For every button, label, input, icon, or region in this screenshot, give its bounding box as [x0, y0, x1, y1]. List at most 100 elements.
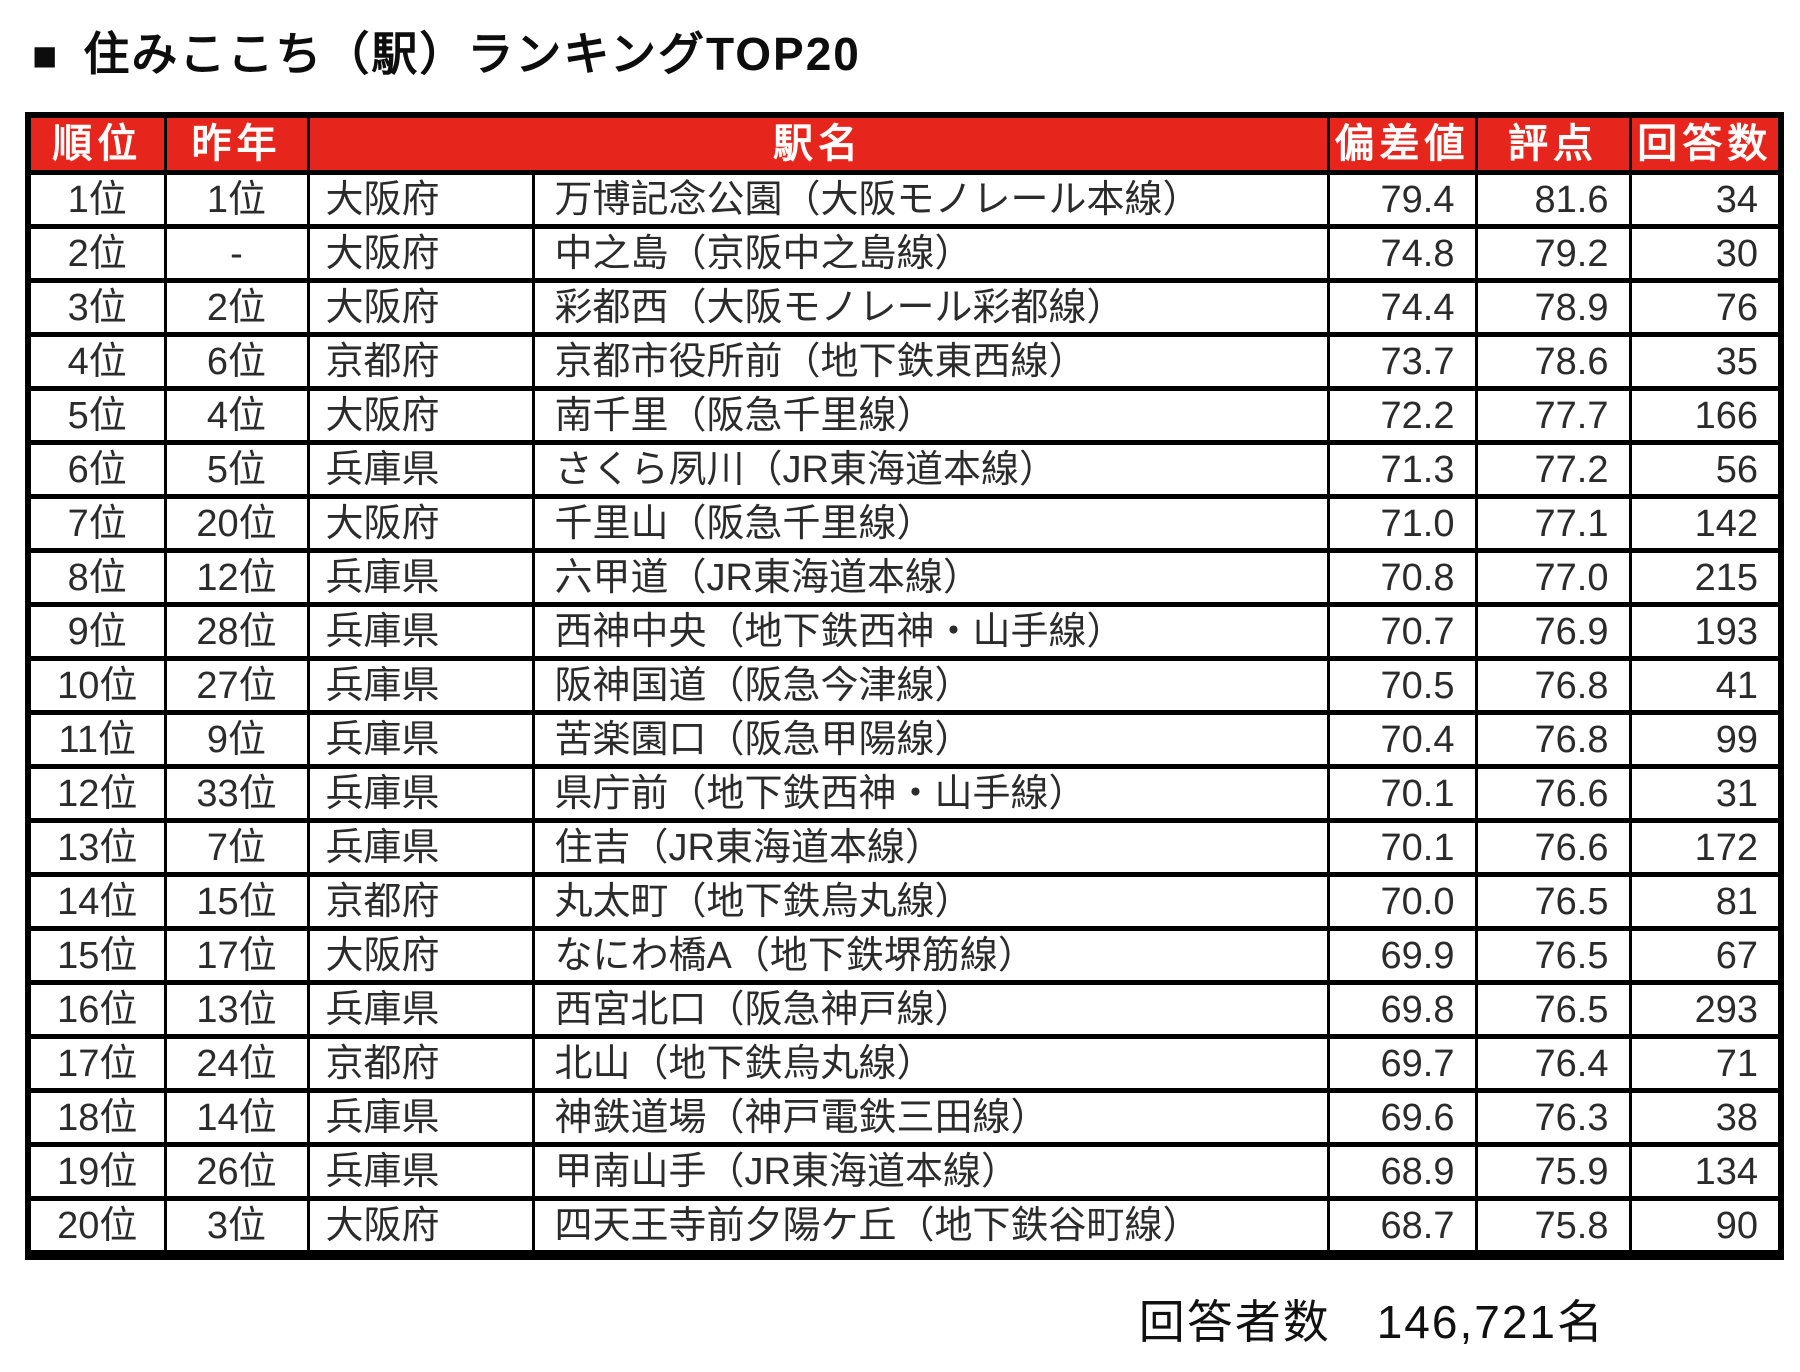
rank-cell: 18位: [26, 1089, 167, 1147]
score-cell: 77.7: [1474, 387, 1632, 445]
station-name-cell: 北山（地下鉄烏丸線）: [531, 1035, 1330, 1093]
deviation-cell: 69.8: [1326, 981, 1478, 1039]
rank-cell: 12位: [26, 765, 167, 823]
responses-cell: 38: [1628, 1089, 1783, 1147]
last-year-cell: 9位: [163, 711, 310, 769]
score-cell: 76.4: [1474, 1035, 1632, 1093]
last-year-cell: 6位: [163, 333, 310, 391]
responses-cell: 71: [1628, 1035, 1783, 1093]
score-cell: 76.9: [1474, 603, 1632, 661]
last-year-cell: 28位: [163, 603, 310, 661]
last-year-cell: 5位: [163, 441, 310, 499]
prefecture-cell: 大阪府: [306, 1197, 535, 1258]
score-cell: 78.6: [1474, 333, 1632, 391]
score-cell: 76.6: [1474, 765, 1632, 823]
table-row: 7位 20位 大阪府 千里山（阪急千里線） 71.0 77.1 142: [26, 495, 1783, 553]
responses-cell: 76: [1628, 279, 1783, 337]
rank-cell: 9位: [26, 603, 167, 661]
last-year-cell: 4位: [163, 387, 310, 445]
score-cell: 79.2: [1474, 225, 1632, 283]
table-row: 8位 12位 兵庫県 六甲道（JR東海道本線） 70.8 77.0 215: [26, 549, 1783, 607]
prefecture-cell: 大阪府: [306, 225, 535, 283]
table-row: 14位 15位 京都府 丸太町（地下鉄烏丸線） 70.0 76.5 81: [26, 873, 1783, 931]
score-cell: 76.8: [1474, 711, 1632, 769]
score-cell: 81.6: [1474, 171, 1632, 229]
deviation-cell: 70.1: [1326, 765, 1478, 823]
rank-cell: 15位: [26, 927, 167, 985]
score-cell: 75.9: [1474, 1143, 1632, 1201]
rank-cell: 7位: [26, 495, 167, 553]
rank-cell: 1位: [26, 171, 167, 229]
deviation-cell: 69.9: [1326, 927, 1478, 985]
station-name-cell: 千里山（阪急千里線）: [531, 495, 1330, 553]
station-name-cell: 西神中央（地下鉄西神・山手線）: [531, 603, 1330, 661]
rank-cell: 17位: [26, 1035, 167, 1093]
station-name-cell: 阪神国道（阪急今津線）: [531, 657, 1330, 715]
table-row: 10位 27位 兵庫県 阪神国道（阪急今津線） 70.5 76.8 41: [26, 657, 1783, 715]
page-title: ■ 住みここち（駅）ランキングTOP20: [32, 18, 861, 84]
responses-cell: 67: [1628, 927, 1783, 985]
prefecture-cell: 兵庫県: [306, 819, 535, 877]
responses-cell: 142: [1628, 495, 1783, 553]
header-deviation: 偏差値: [1326, 113, 1478, 175]
prefecture-cell: 大阪府: [306, 387, 535, 445]
last-year-cell: 7位: [163, 819, 310, 877]
responses-cell: 215: [1628, 549, 1783, 607]
rank-cell: 10位: [26, 657, 167, 715]
table-row: 12位 33位 兵庫県 県庁前（地下鉄西神・山手線） 70.1 76.6 31: [26, 765, 1783, 823]
deviation-cell: 70.1: [1326, 819, 1478, 877]
deviation-cell: 71.3: [1326, 441, 1478, 499]
score-cell: 77.2: [1474, 441, 1632, 499]
prefecture-cell: 兵庫県: [306, 657, 535, 715]
responses-cell: 166: [1628, 387, 1783, 445]
rank-cell: 8位: [26, 549, 167, 607]
prefecture-cell: 大阪府: [306, 279, 535, 337]
deviation-cell: 74.4: [1326, 279, 1478, 337]
rank-cell: 5位: [26, 387, 167, 445]
station-name-cell: 甲南山手（JR東海道本線）: [531, 1143, 1330, 1201]
table-row: 9位 28位 兵庫県 西神中央（地下鉄西神・山手線） 70.7 76.9 193: [26, 603, 1783, 661]
score-cell: 77.0: [1474, 549, 1632, 607]
table-row: 6位 5位 兵庫県 さくら夙川（JR東海道本線） 71.3 77.2 56: [26, 441, 1783, 499]
responses-cell: 134: [1628, 1143, 1783, 1201]
responses-cell: 35: [1628, 333, 1783, 391]
last-year-cell: 17位: [163, 927, 310, 985]
score-cell: 76.3: [1474, 1089, 1632, 1147]
station-name-cell: 南千里（阪急千里線）: [531, 387, 1330, 445]
last-year-cell: 26位: [163, 1143, 310, 1201]
page-title-text: 住みここち（駅）ランキングTOP20: [83, 28, 861, 80]
deviation-cell: 68.9: [1326, 1143, 1478, 1201]
score-cell: 76.5: [1474, 873, 1632, 931]
score-cell: 77.1: [1474, 495, 1632, 553]
respondents-label: 回答者数: [1138, 1296, 1331, 1348]
last-year-cell: 13位: [163, 981, 310, 1039]
prefecture-cell: 大阪府: [306, 171, 535, 229]
responses-cell: 41: [1628, 657, 1783, 715]
prefecture-cell: 兵庫県: [306, 1089, 535, 1147]
rank-cell: 4位: [26, 333, 167, 391]
rank-cell: 6位: [26, 441, 167, 499]
last-year-cell: 27位: [163, 657, 310, 715]
table-row: 15位 17位 大阪府 なにわ橋A（地下鉄堺筋線） 69.9 76.5 67: [26, 927, 1783, 985]
table-row: 5位 4位 大阪府 南千里（阪急千里線） 72.2 77.7 166: [26, 387, 1783, 445]
deviation-cell: 69.6: [1326, 1089, 1478, 1147]
deviation-cell: 70.7: [1326, 603, 1478, 661]
score-cell: 75.8: [1474, 1197, 1632, 1258]
rank-cell: 11位: [26, 711, 167, 769]
prefecture-cell: 京都府: [306, 873, 535, 931]
respondents-total: 回答者数 146,721名: [1139, 1286, 1605, 1352]
rank-cell: 13位: [26, 819, 167, 877]
prefecture-cell: 兵庫県: [306, 981, 535, 1039]
rank-cell: 14位: [26, 873, 167, 931]
responses-cell: 31: [1628, 765, 1783, 823]
ranking-table-body: 1位 1位 大阪府 万博記念公園（大阪モノレール本線） 79.4 81.6 34 2位 - 大阪府…: [26, 171, 1783, 1258]
score-cell: 78.9: [1474, 279, 1632, 337]
station-name-cell: 万博記念公園（大阪モノレール本線）: [531, 171, 1330, 229]
table-header: 順位 昨年 駅名 偏差値 評点 回答数: [26, 113, 1783, 175]
station-name-cell: 京都市役所前（地下鉄東西線）: [531, 333, 1330, 391]
prefecture-cell: 京都府: [306, 1035, 535, 1093]
last-year-cell: 2位: [163, 279, 310, 337]
station-name-cell: 苦楽園口（阪急甲陽線）: [531, 711, 1330, 769]
last-year-cell: 1位: [163, 171, 310, 229]
responses-cell: 30: [1628, 225, 1783, 283]
